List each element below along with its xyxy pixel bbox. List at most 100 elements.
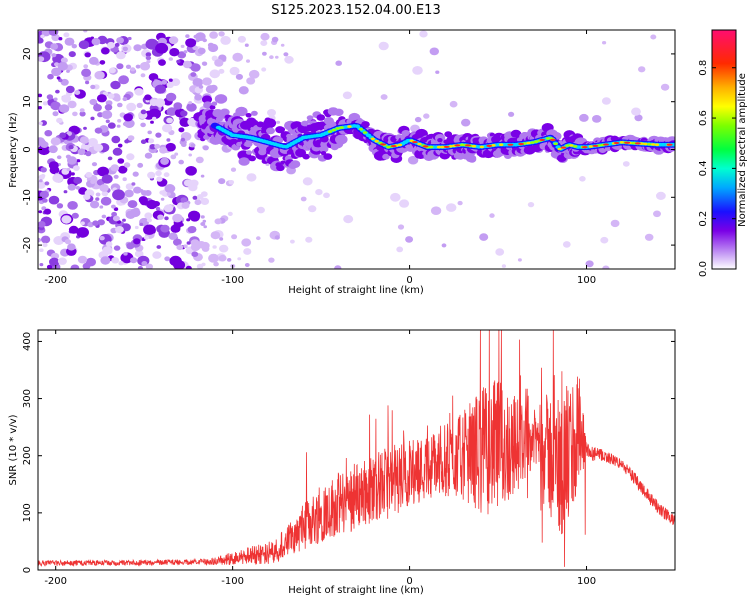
spectrogram-noise-blob bbox=[140, 198, 149, 206]
chart-title: S125.2023.152.04.00.E13 bbox=[271, 3, 440, 18]
spectrogram-noise-blob bbox=[255, 236, 261, 241]
spectrogram-noise-blob bbox=[110, 164, 120, 172]
spectrogram-band-blob bbox=[256, 121, 265, 128]
snr-series-line bbox=[38, 330, 675, 568]
spectrogram-ridge-core bbox=[335, 127, 340, 130]
spectrogram-noise-blob bbox=[104, 104, 113, 111]
spectrogram-noise-blob bbox=[622, 161, 630, 167]
spectrogram-band-blob bbox=[238, 157, 250, 166]
spectrogram-ridge-peak bbox=[443, 145, 450, 148]
spectrogram-noise-blob bbox=[39, 190, 50, 199]
spectrogram-band-blob bbox=[211, 101, 218, 106]
spectrogram-noise-blob bbox=[53, 97, 58, 101]
spectrogram-noise-blob bbox=[602, 41, 607, 45]
spectrogram-ridge-core bbox=[499, 143, 504, 146]
spectrogram-marks bbox=[38, 30, 675, 269]
spectrogram-noise-blob bbox=[101, 174, 113, 184]
spectrogram-noise-blob bbox=[56, 117, 63, 124]
spectrogram-noise-blob bbox=[315, 189, 323, 196]
spectrogram-ridge-peak bbox=[539, 138, 546, 141]
spectrogram-noise-blob bbox=[220, 35, 231, 45]
spectrogram-noise-blob bbox=[656, 191, 666, 200]
spectrogram-noise-blob bbox=[208, 43, 219, 53]
spectrogram-noise-blob bbox=[145, 55, 152, 61]
spectrogram-noise-blob bbox=[155, 206, 161, 211]
spectrogram-noise-blob bbox=[57, 61, 68, 71]
spectrogram-noise-blob bbox=[166, 107, 177, 116]
spectrogram-noise-blob bbox=[66, 167, 71, 172]
spectrogram-noise-blob bbox=[202, 219, 207, 223]
snr-x-axis-label: Height of straight line (km) bbox=[288, 585, 424, 596]
spectrogram-ridge-core bbox=[631, 141, 636, 145]
spectrogram-noise-blob bbox=[305, 236, 313, 243]
spectrogram-noise-blob bbox=[107, 93, 115, 99]
spectrogram-noise-blob bbox=[145, 263, 153, 269]
spectrogram-noise-blob bbox=[148, 138, 155, 144]
spectrogram-noise-blob bbox=[107, 41, 115, 49]
spectrogram-noise-blob bbox=[140, 109, 147, 115]
spectrogram-noise-blob bbox=[435, 70, 440, 74]
spectrogram-ridge-peak bbox=[465, 144, 471, 147]
spectrogram-noise-blob bbox=[202, 61, 208, 66]
spectrogram-noise-blob bbox=[63, 32, 70, 38]
spectrogram-noise-blob bbox=[63, 190, 68, 194]
spectrogram-band-blob bbox=[302, 153, 310, 160]
spectrogram-noise-blob bbox=[378, 41, 389, 51]
spectrogram-noise-blob bbox=[218, 68, 225, 74]
spectrogram-noise-blob bbox=[243, 248, 252, 255]
spectrogram-noise-blob bbox=[101, 214, 107, 219]
spectrogram-noise-blob bbox=[127, 36, 132, 41]
spectrogram-noise-blob bbox=[172, 213, 183, 223]
spectrogram-noise-blob bbox=[218, 254, 227, 262]
spectrogram-noise-blob bbox=[160, 157, 170, 165]
spectrogram-noise-blob bbox=[65, 154, 71, 159]
spectrogram-ridge-peak bbox=[549, 138, 556, 141]
spectrogram-noise-blob bbox=[449, 100, 458, 108]
spectrogram-noise-blob bbox=[80, 221, 85, 225]
spectrogram-ridge-core bbox=[397, 143, 403, 147]
spectrogram-noise-blob bbox=[101, 190, 109, 197]
spectrogram-noise-blob bbox=[133, 44, 142, 52]
spectrogram-noise-blob bbox=[144, 152, 153, 159]
spectrogram-noise-blob bbox=[155, 42, 169, 54]
spectrogram-ridge-peak bbox=[390, 145, 397, 148]
spectrogram-noise-blob bbox=[139, 61, 151, 71]
spectrogram-noise-blob bbox=[168, 78, 173, 82]
spectrogram-band-blob bbox=[335, 134, 348, 145]
spectrogram-noise-blob bbox=[111, 135, 121, 144]
spectrogram-noise-blob bbox=[166, 117, 174, 124]
colorbar-gradient bbox=[711, 29, 737, 270]
spectrogram-band-blob bbox=[323, 153, 333, 160]
spectrogram-noise-blob bbox=[634, 114, 643, 122]
spectrogram-noise-blob bbox=[180, 137, 186, 142]
colorbar-tick-label: 0.2 bbox=[698, 211, 709, 227]
spectrogram-noise-blob bbox=[130, 67, 136, 72]
spectrogram-ridge-peak bbox=[518, 142, 525, 146]
spectrogram-noise-blob bbox=[156, 245, 162, 249]
spectrogram-ridge-peak bbox=[422, 145, 429, 148]
spectrogram-noise-blob bbox=[117, 143, 123, 148]
spectrogram-noise-blob bbox=[209, 69, 221, 79]
spectrogram-noise-blob bbox=[127, 135, 135, 141]
spectrogram-noise-blob bbox=[154, 84, 166, 94]
spectrogram-noise-blob bbox=[64, 239, 71, 245]
spectrogram-noise-blob bbox=[77, 255, 88, 264]
spectrogram-x-axis-label: Height of straight line (km) bbox=[288, 285, 424, 296]
spectrogram-noise-blob bbox=[209, 31, 219, 39]
spectrogram-noise-blob bbox=[112, 189, 125, 201]
spectrogram-ridge-peak bbox=[560, 146, 567, 149]
spectrogram-noise-blob bbox=[90, 116, 95, 121]
spectrogram-noise-blob bbox=[79, 108, 85, 113]
spectrogram-band-blob bbox=[361, 121, 370, 128]
spectrogram-noise-blob bbox=[122, 97, 128, 102]
spectrogram-noise-blob bbox=[173, 238, 182, 246]
spectrogram-noise-blob bbox=[97, 166, 109, 177]
spectrogram-noise-blob bbox=[83, 193, 91, 200]
spectrogram-noise-blob bbox=[93, 143, 104, 152]
spectrogram-noise-blob bbox=[68, 145, 74, 150]
spectrogram-noise-blob bbox=[38, 106, 42, 110]
spectrogram-noise-blob bbox=[638, 66, 646, 73]
spectrogram-noise-blob bbox=[58, 37, 63, 41]
spectrogram-ridge-core bbox=[358, 128, 364, 131]
spectrogram-noise-blob bbox=[38, 56, 45, 62]
